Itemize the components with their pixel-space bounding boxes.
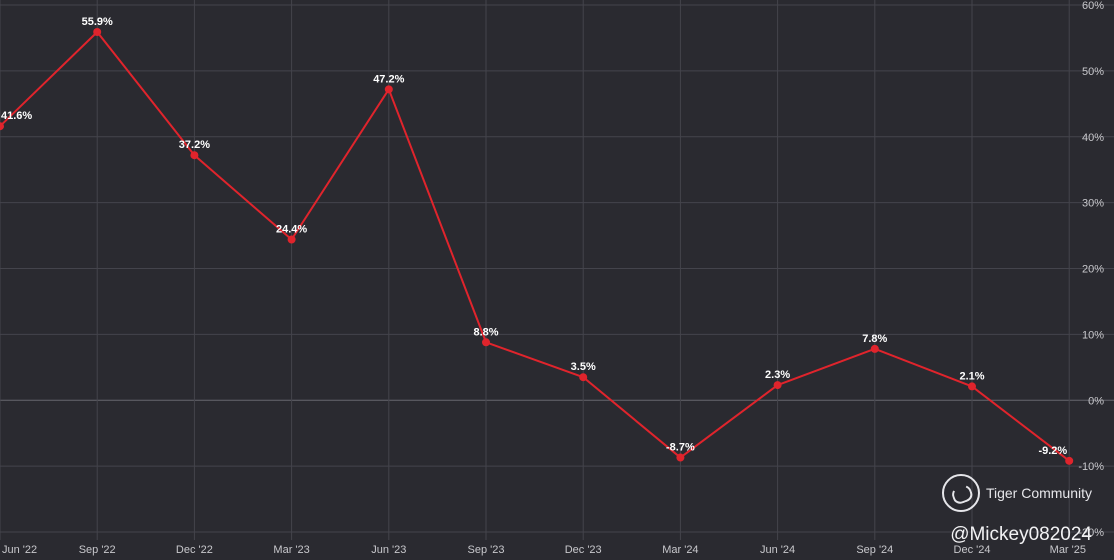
watermark-brand: Tiger Community — [985, 485, 1092, 501]
x-tick-label: Dec '22 — [176, 544, 213, 556]
data-label: 2.1% — [959, 370, 984, 382]
x-tick-label: Sep '22 — [79, 544, 116, 556]
data-label: 41.6% — [1, 110, 32, 122]
data-point — [190, 151, 199, 160]
data-label: 24.4% — [276, 224, 307, 236]
x-axis: Jun '22 Sep '22 Dec '22 Mar '23 Jun '23 Sep '… — [2, 544, 1086, 556]
x-tick-label: Dec '23 — [565, 544, 602, 556]
data-point — [579, 373, 588, 382]
data-label: 8.8% — [473, 326, 498, 338]
x-tick-label: Jun '24 — [760, 544, 795, 556]
data-label: 55.9% — [82, 16, 113, 28]
data-label: -9.2% — [1038, 445, 1067, 457]
data-point — [93, 28, 102, 37]
data-label: 2.3% — [765, 369, 790, 381]
y-tick-label: -20% — [1078, 527, 1104, 539]
y-tick-label: 50% — [1082, 66, 1104, 78]
data-point — [0, 122, 4, 131]
data-label: 7.8% — [862, 333, 887, 345]
y-tick-label: -10% — [1078, 461, 1104, 473]
x-tick-label: Mar '24 — [662, 544, 698, 556]
data-labels: 41.6% 55.9% 37.2% 24.4% 47.2% 8.8% 3.5% -8.7% 2.… — [1, 16, 1067, 457]
series-line — [0, 28, 1074, 465]
data-point — [968, 382, 976, 391]
x-tick-label: Dec '24 — [954, 544, 991, 556]
data-point — [676, 453, 685, 462]
y-tick-label: 30% — [1082, 198, 1104, 210]
data-point — [870, 344, 879, 353]
data-label: 3.5% — [571, 361, 596, 373]
x-tick-label: Mar '23 — [273, 544, 309, 556]
x-tick-label: Sep '24 — [856, 544, 893, 556]
y-tick-label: 10% — [1082, 329, 1104, 341]
y-tick-label: 60% — [1082, 0, 1104, 12]
x-tick-label: Jun '22 — [2, 544, 37, 556]
y-axis: 60% 50% 40% 30% 20% 10% 0% -10% -20% — [1078, 0, 1104, 539]
y-tick-label: 0% — [1088, 395, 1104, 407]
x-tick-label: Jun '23 — [371, 544, 406, 556]
grid-lines — [0, 0, 1114, 540]
data-label: 37.2% — [179, 139, 210, 151]
tiger-logo-icon — [941, 474, 980, 512]
x-tick-label: Sep '23 — [468, 544, 505, 556]
series-path — [0, 31, 1070, 462]
data-point — [482, 338, 490, 347]
watermark: Tiger Community — [941, 474, 1092, 512]
x-tick-label: Mar '25 — [1050, 544, 1086, 556]
data-point — [1065, 456, 1074, 465]
data-point — [384, 85, 393, 94]
y-tick-label: 20% — [1082, 264, 1104, 276]
data-label: 47.2% — [373, 73, 404, 85]
watermark-handle: @Mickey082024 — [950, 524, 1092, 545]
data-point — [773, 381, 782, 390]
y-tick-label: 40% — [1082, 132, 1104, 144]
data-label: -8.7% — [666, 442, 695, 454]
data-point — [287, 235, 296, 244]
